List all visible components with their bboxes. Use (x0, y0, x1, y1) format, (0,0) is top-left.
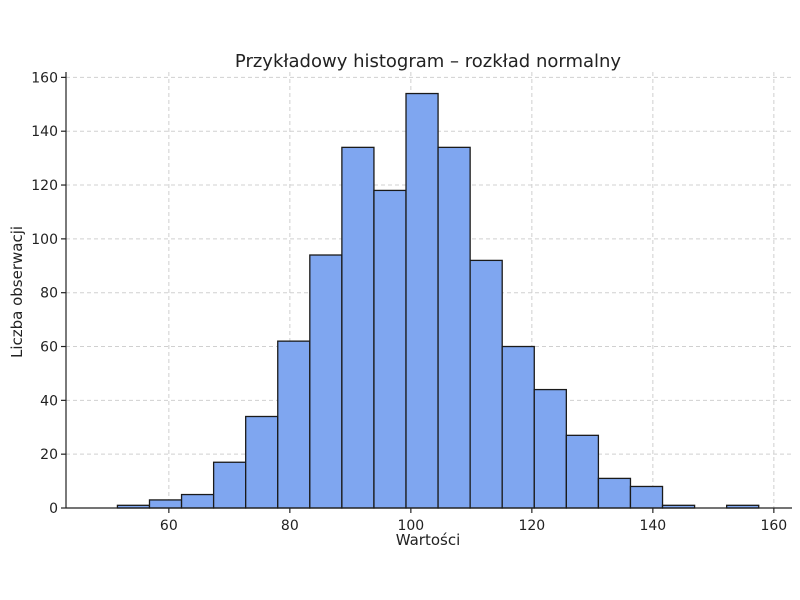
y-tick-label: 20 (40, 447, 58, 463)
y-tick-label: 140 (31, 124, 58, 140)
x-tick-label: 60 (160, 518, 178, 534)
histogram-bar (341, 146, 375, 509)
y-tick-label: 60 (40, 340, 58, 356)
histogram-bar (277, 340, 311, 509)
x-tick-label: 80 (281, 518, 299, 534)
histogram-bar (629, 485, 664, 509)
y-tick-label: 80 (40, 286, 58, 302)
axes-layer: 60 80 100 120 140 160 0 20 40 60 80 100 120 140 160 (31, 70, 792, 534)
x-tick-label: 160 (760, 518, 787, 534)
histogram-bar (533, 388, 567, 509)
x-axis-label: Wartości (396, 531, 461, 549)
histogram-bar (597, 477, 632, 509)
histogram-bar (245, 415, 279, 509)
x-tick-label: 120 (518, 518, 545, 534)
histogram-bar (565, 434, 600, 509)
histogram-bar (501, 345, 535, 509)
histogram-bar (373, 189, 407, 509)
histogram-bar (437, 146, 471, 509)
chart-title: Przykładowy histogram – rozkład normalny (235, 51, 621, 72)
y-tick-label: 160 (31, 70, 58, 86)
histogram-bar (148, 499, 183, 509)
y-tick-label: 120 (31, 178, 58, 194)
y-axis-label: Liczba obserwacji (8, 226, 26, 358)
histogram-bar (309, 254, 343, 509)
y-tick-label: 40 (40, 393, 58, 409)
histogram-bar (212, 461, 247, 509)
histogram-bar (469, 259, 503, 509)
x-tick-label: 100 (397, 518, 424, 534)
y-tick-label: 0 (49, 501, 58, 517)
histogram-bar (180, 493, 215, 509)
x-tick-label: 140 (639, 518, 666, 534)
bars-layer (116, 92, 760, 509)
y-tick-label: 100 (31, 232, 58, 248)
histogram-bar (405, 92, 439, 509)
